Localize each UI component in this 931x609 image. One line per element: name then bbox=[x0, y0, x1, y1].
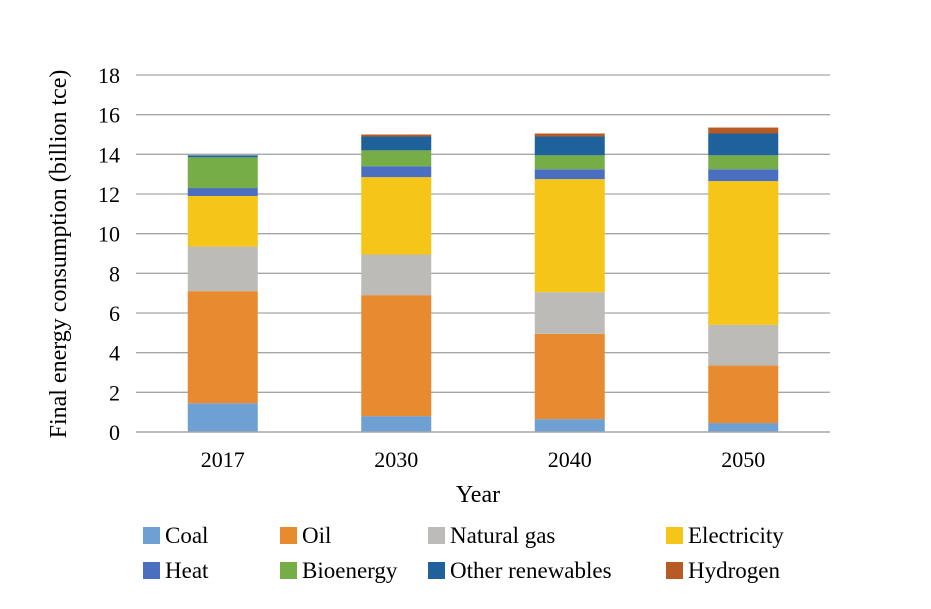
bar-electricity-2050 bbox=[708, 181, 779, 325]
bar-oil-2040 bbox=[534, 333, 605, 420]
bar-electricity-2030 bbox=[361, 177, 432, 255]
legend-label-electricity: Electricity bbox=[688, 523, 784, 548]
bars bbox=[187, 127, 779, 432]
legend-swatch-bioenergy bbox=[280, 562, 297, 579]
y-tick-label-4: 4 bbox=[109, 341, 120, 366]
bar-hydrogen-2040 bbox=[534, 133, 605, 137]
bar-other-renewables-2017 bbox=[187, 155, 258, 158]
bar-heat-2050 bbox=[708, 169, 779, 182]
legend-swatch-coal bbox=[143, 527, 160, 544]
legend-swatch-electricity bbox=[666, 527, 683, 544]
y-tick-label-16: 16 bbox=[98, 103, 120, 128]
y-tick-label-12: 12 bbox=[98, 182, 120, 207]
bar-coal-2050 bbox=[708, 423, 779, 432]
bar-other-renewables-2040 bbox=[534, 136, 605, 156]
y-tick-label-8: 8 bbox=[109, 261, 120, 286]
legend-label-natural-gas: Natural gas bbox=[450, 523, 555, 548]
y-tick-label-10: 10 bbox=[98, 222, 120, 247]
legend-label-heat: Heat bbox=[165, 558, 209, 583]
y-tick-label-0: 0 bbox=[109, 420, 120, 445]
bar-electricity-2040 bbox=[534, 179, 605, 293]
legend-label-hydrogen: Hydrogen bbox=[688, 558, 780, 583]
x-tick-label-2017: 2017 bbox=[201, 447, 245, 472]
x-tick-label-2050: 2050 bbox=[721, 447, 765, 472]
legend-label-coal: Coal bbox=[165, 523, 208, 548]
bar-coal-2030 bbox=[361, 416, 432, 432]
bar-heat-2017 bbox=[187, 188, 258, 196]
bar-natural-gas-2030 bbox=[361, 254, 432, 296]
legend-label-bioenergy: Bioenergy bbox=[302, 558, 398, 583]
axes: 0 2 4 6 8 10 12 14 16 18 2017 2030 2040 2050 bbox=[98, 63, 830, 472]
bar-coal-2040 bbox=[534, 419, 605, 432]
legend-swatch-oil bbox=[280, 527, 297, 544]
legend-label-oil: Oil bbox=[302, 523, 331, 548]
bar-natural-gas-2017 bbox=[187, 246, 258, 292]
legend-swatch-natural-gas bbox=[428, 527, 445, 544]
bar-bioenergy-2030 bbox=[361, 150, 432, 167]
x-axis-title: Year bbox=[456, 482, 500, 508]
bar-heat-2030 bbox=[361, 166, 432, 178]
bar-natural-gas-2040 bbox=[534, 292, 605, 334]
bar-coal-2017 bbox=[187, 403, 258, 432]
legend-swatch-hydrogen bbox=[666, 562, 683, 579]
bar-oil-2017 bbox=[187, 291, 258, 404]
y-tick-label-2: 2 bbox=[109, 380, 120, 405]
y-axis-title: Final energy consumption (billion tce) bbox=[46, 70, 72, 439]
bar-oil-2050 bbox=[708, 365, 779, 424]
bar-oil-2030 bbox=[361, 295, 432, 417]
y-tick-label-6: 6 bbox=[109, 301, 120, 326]
x-tick-label-2030: 2030 bbox=[374, 447, 418, 472]
y-tick-label-18: 18 bbox=[98, 63, 120, 88]
bar-hydrogen-2030 bbox=[361, 134, 432, 137]
bar-other-renewables-2050 bbox=[708, 133, 779, 156]
legend-swatch-heat bbox=[143, 562, 160, 579]
bar-hydrogen-2050 bbox=[708, 127, 779, 134]
bar-natural-gas-2050 bbox=[708, 324, 779, 366]
bar-other-renewables-2030 bbox=[361, 136, 432, 151]
legend-label-other-renewables: Other renewables bbox=[450, 558, 612, 583]
x-tick-label-2040: 2040 bbox=[548, 447, 592, 472]
bar-heat-2040 bbox=[534, 169, 605, 180]
bar-bioenergy-2040 bbox=[534, 155, 605, 170]
bar-electricity-2017 bbox=[187, 195, 258, 247]
legend: Coal Oil Natural gas Electricity Heat Bioener… bbox=[143, 523, 784, 583]
bar-bioenergy-2050 bbox=[708, 155, 779, 170]
bar-bioenergy-2017 bbox=[187, 157, 258, 189]
legend-swatch-other-renewables bbox=[428, 562, 445, 579]
y-tick-label-14: 14 bbox=[98, 142, 120, 167]
